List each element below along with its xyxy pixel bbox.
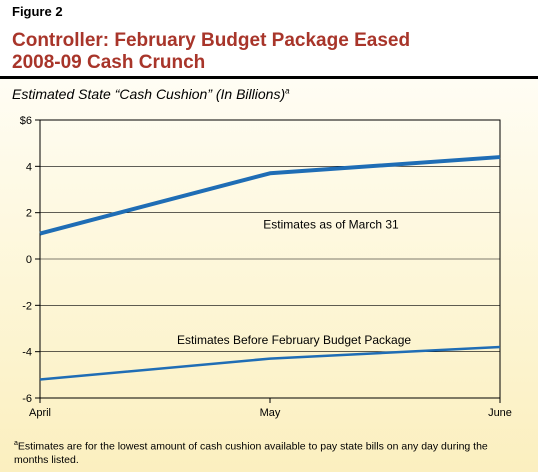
chart-subtitle: Estimated State “Cash Cushion” (In Billi… bbox=[12, 86, 290, 102]
chart-title-line-1: Controller: February Budget Package Ease… bbox=[12, 30, 411, 51]
x-tick-label: May bbox=[260, 407, 281, 419]
y-tick-label: $6 bbox=[20, 115, 32, 127]
series-label-march-31: Estimates as of March 31 bbox=[263, 217, 399, 231]
footnote: aEstimates are for the lowest amount of … bbox=[14, 437, 524, 467]
title-divider bbox=[0, 76, 538, 79]
footnote-marker: a bbox=[14, 440, 18, 447]
x-tick-label: June bbox=[488, 407, 512, 419]
label-layer: $6 4 2 0 -2 -4 -6 April May June Estimates as of M… bbox=[20, 115, 512, 419]
chart-background bbox=[0, 79, 538, 472]
figure-label: Figure 2 bbox=[12, 4, 63, 19]
chart-title: Controller: February Budget Package Ease… bbox=[12, 30, 512, 74]
footnote-text: Estimates are for the lowest amount of c… bbox=[14, 440, 488, 466]
chart-subtitle-text: Estimated State “Cash Cushion” (In Billi… bbox=[12, 86, 286, 102]
y-tick-label: -4 bbox=[22, 347, 32, 359]
chart-title-line-2: 2008-09 Cash Crunch bbox=[12, 52, 206, 73]
y-tick-label: 0 bbox=[26, 254, 32, 266]
y-tick-label: -6 bbox=[22, 393, 32, 405]
y-tick-label: 2 bbox=[26, 208, 32, 220]
series-label-before-february: Estimates Before February Budget Package bbox=[177, 333, 411, 347]
y-tick-label: 4 bbox=[26, 161, 32, 173]
x-tick-label: April bbox=[29, 407, 51, 419]
axis-layer bbox=[35, 119, 501, 403]
grid-layer bbox=[40, 166, 500, 352]
series-layer bbox=[39, 155, 501, 381]
y-tick-label: -2 bbox=[22, 300, 32, 312]
subtitle-footnote-marker: a bbox=[285, 86, 290, 96]
